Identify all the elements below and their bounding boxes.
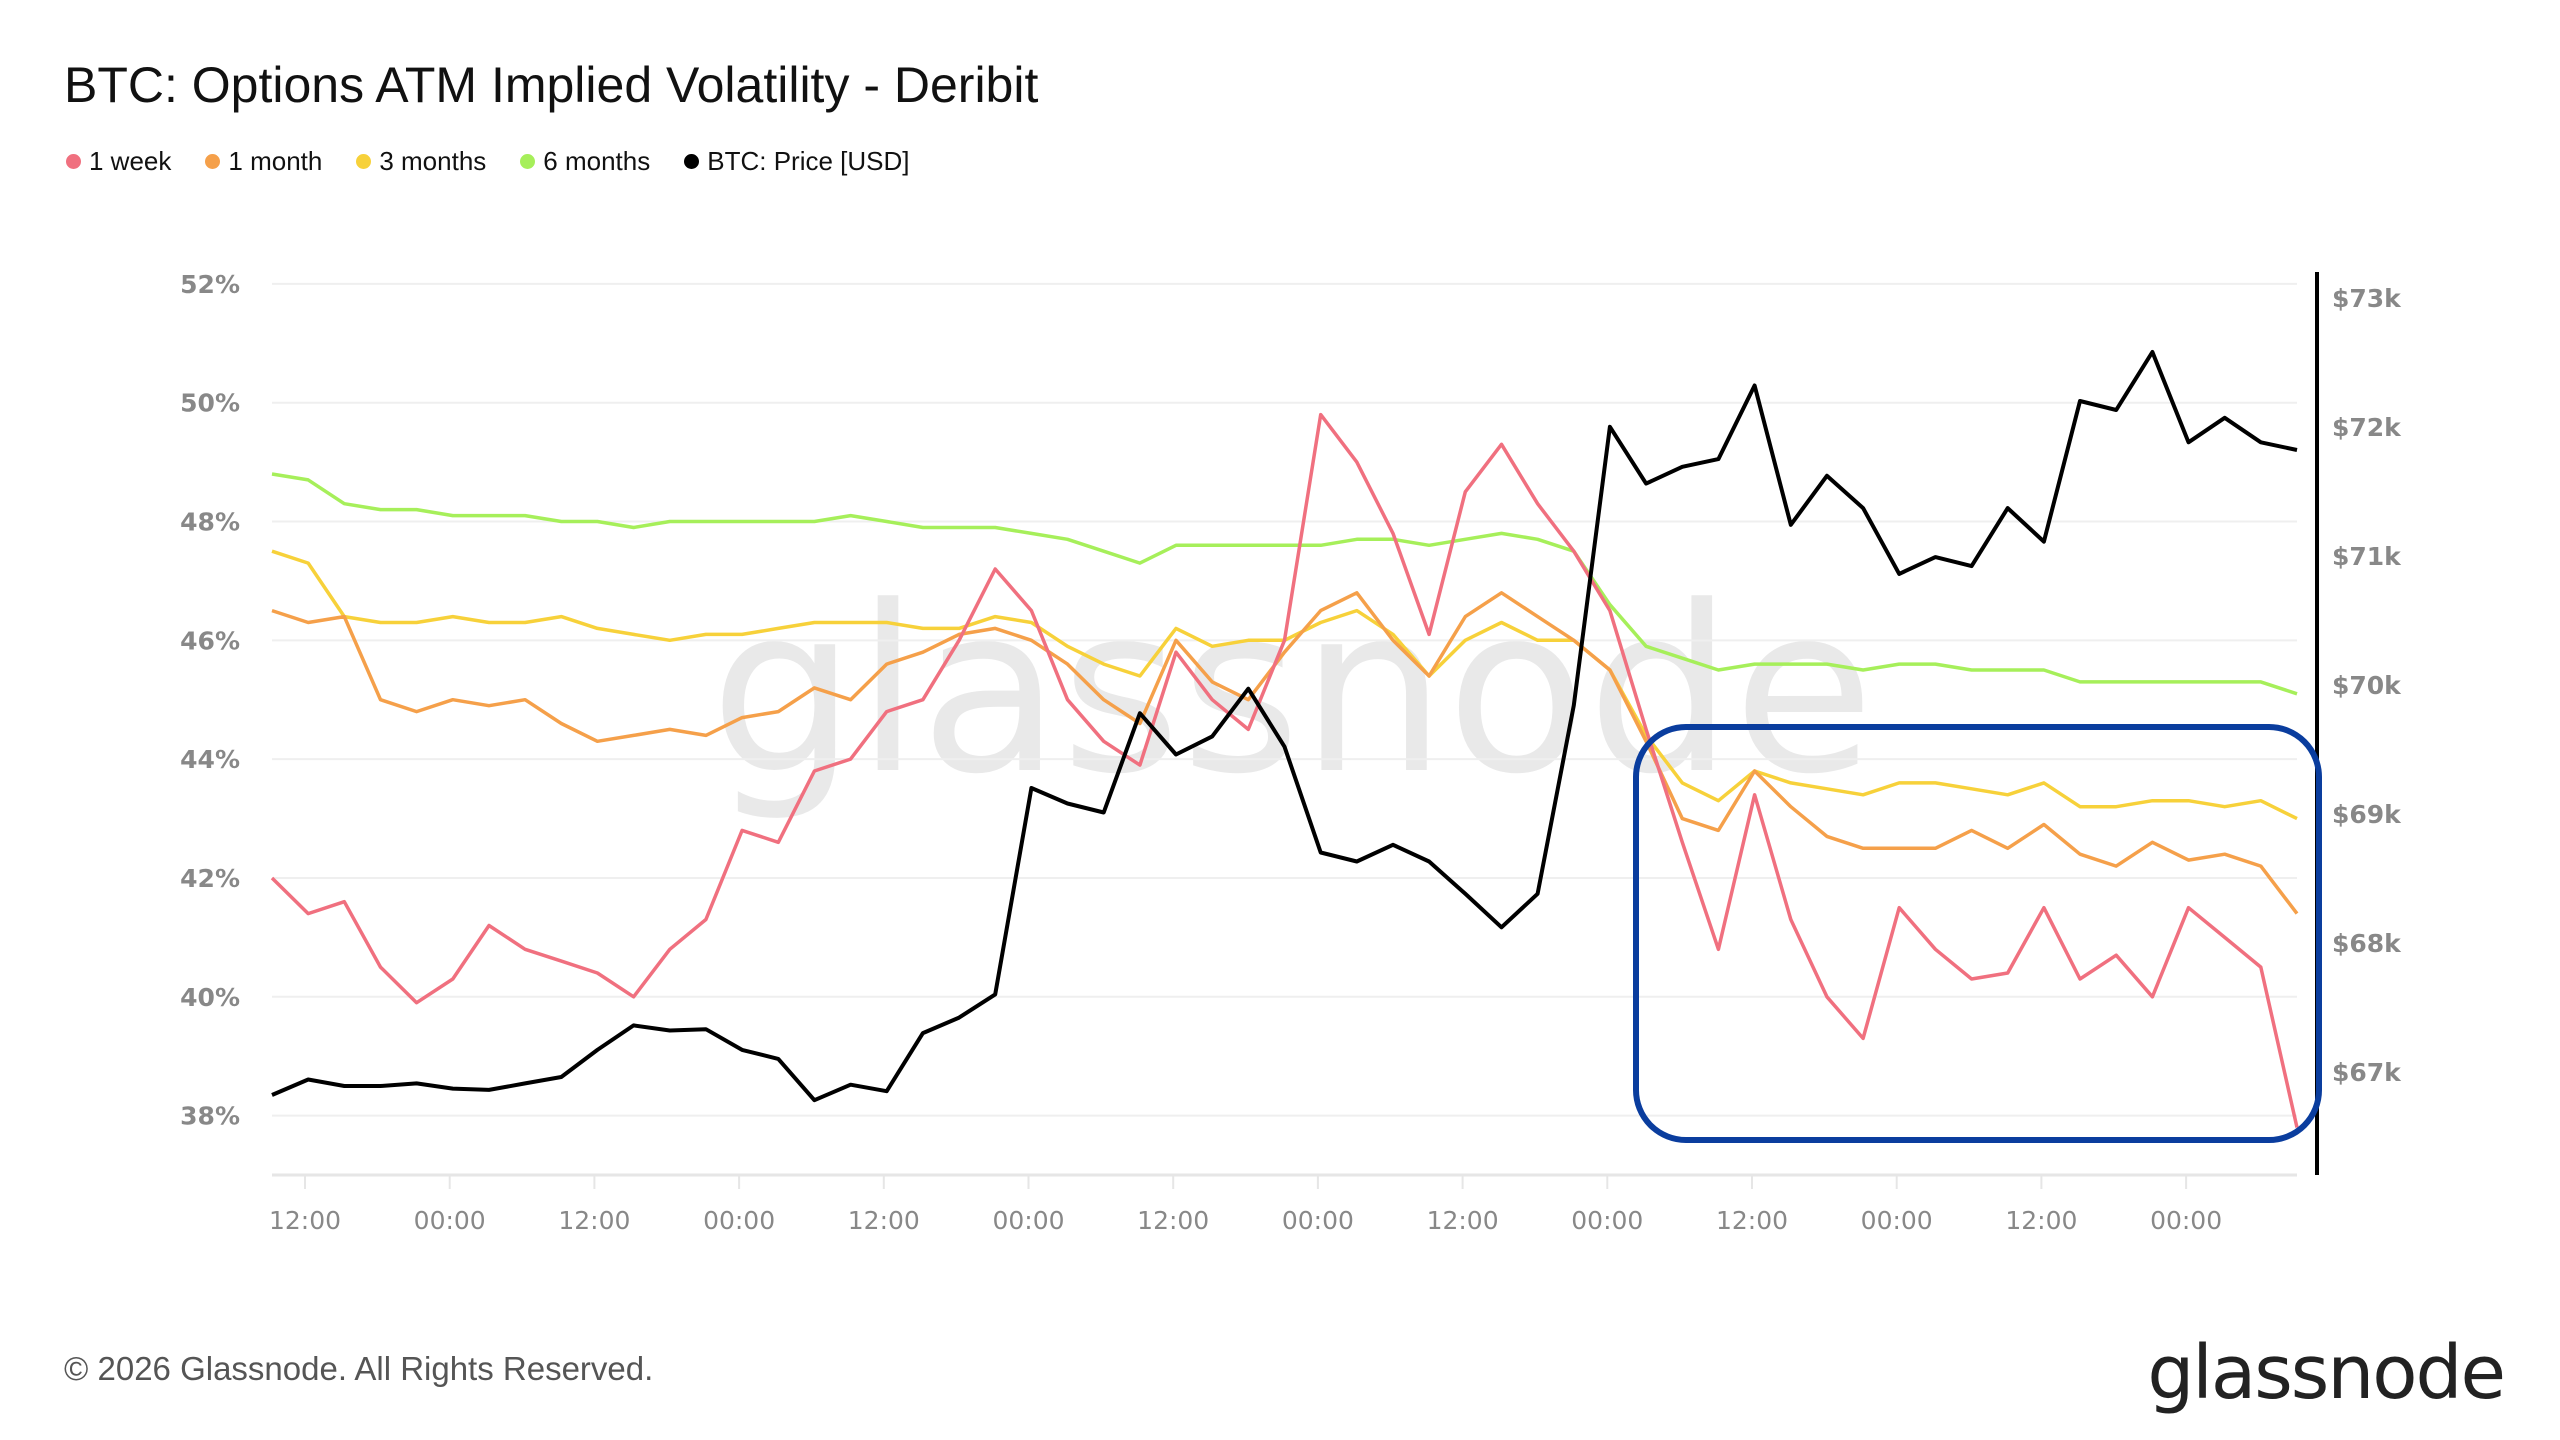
x-tick-label: 00:00 <box>2150 1206 2222 1235</box>
legend-label: 1 month <box>228 146 323 176</box>
y-right-tick-label: $70k <box>2332 671 2402 700</box>
x-tick-label: 00:00 <box>703 1206 775 1235</box>
legend-dot-icon <box>684 154 700 169</box>
x-tick-label: 12:00 <box>1716 1206 1788 1235</box>
legend-item-1-week[interactable]: 1 week <box>66 146 171 177</box>
legend: 1 week 1 month 3 months 6 months BTC: Pr… <box>66 146 910 177</box>
series-line-6-months <box>271 472 2298 696</box>
highlight-box <box>1633 724 2322 1143</box>
x-tick-label: 12:00 <box>269 1206 341 1235</box>
legend-label: 3 months <box>379 146 487 176</box>
series-line-1-month <box>271 591 2299 915</box>
y-right-tick-label: $68k <box>2332 929 2402 958</box>
series-line-1-week <box>270 412 2299 1128</box>
y-left-tick-label: 46% <box>180 626 240 655</box>
x-tick-label: 12:00 <box>1137 1206 1209 1235</box>
series-line-btc-price-usd- <box>271 350 2298 1103</box>
legend-dot-icon <box>205 154 221 169</box>
y-right-tick-label: $71k <box>2332 542 2402 571</box>
x-tick-label: 12:00 <box>1427 1206 1499 1235</box>
x-tick-label: 00:00 <box>414 1206 486 1235</box>
legend-label: BTC: Price [USD] <box>707 146 910 176</box>
y-right-tick-label: $69k <box>2332 800 2402 829</box>
x-tick-label: 00:00 <box>1571 1206 1643 1235</box>
y-left-tick-label: 40% <box>180 983 240 1012</box>
glassnode-logo: glassnode <box>2147 1330 2506 1416</box>
y-right-tick-label: $73k <box>2332 284 2402 313</box>
y-left-tick-label: 50% <box>180 389 240 418</box>
x-tick-label: 12:00 <box>558 1206 630 1235</box>
y-left-tick-label: 38% <box>180 1102 240 1131</box>
x-tick-label: 12:00 <box>848 1206 920 1235</box>
y-left-tick-label: 42% <box>180 864 240 893</box>
y-left-tick-label: 48% <box>180 508 240 537</box>
y-left-tick-label: 52% <box>180 270 240 299</box>
x-tick-label: 00:00 <box>992 1206 1064 1235</box>
x-tick-label: 12:00 <box>2005 1206 2077 1235</box>
legend-item-6-months[interactable]: 6 months <box>520 146 650 177</box>
y-right-tick-label: $67k <box>2332 1058 2402 1087</box>
x-tick-label: 00:00 <box>1861 1206 1933 1235</box>
legend-item-3-months[interactable]: 3 months <box>356 146 486 177</box>
y-right-tick-label: $72k <box>2332 413 2402 442</box>
y-left-tick-label: 44% <box>180 745 240 774</box>
legend-item-btc-price[interactable]: BTC: Price [USD] <box>684 146 910 177</box>
legend-dot-icon <box>356 154 372 169</box>
legend-label: 6 months <box>543 146 651 176</box>
legend-dot-icon <box>66 154 81 169</box>
copyright-footer: © 2026 Glassnode. All Rights Reserved. <box>64 1350 654 1387</box>
legend-label: 1 week <box>89 146 172 176</box>
legend-dot-icon <box>520 154 536 169</box>
legend-item-1-month[interactable]: 1 month <box>205 146 322 177</box>
chart-title: BTC: Options ATM Implied Volatility - De… <box>64 57 1039 113</box>
x-tick-label: 00:00 <box>1282 1206 1354 1235</box>
